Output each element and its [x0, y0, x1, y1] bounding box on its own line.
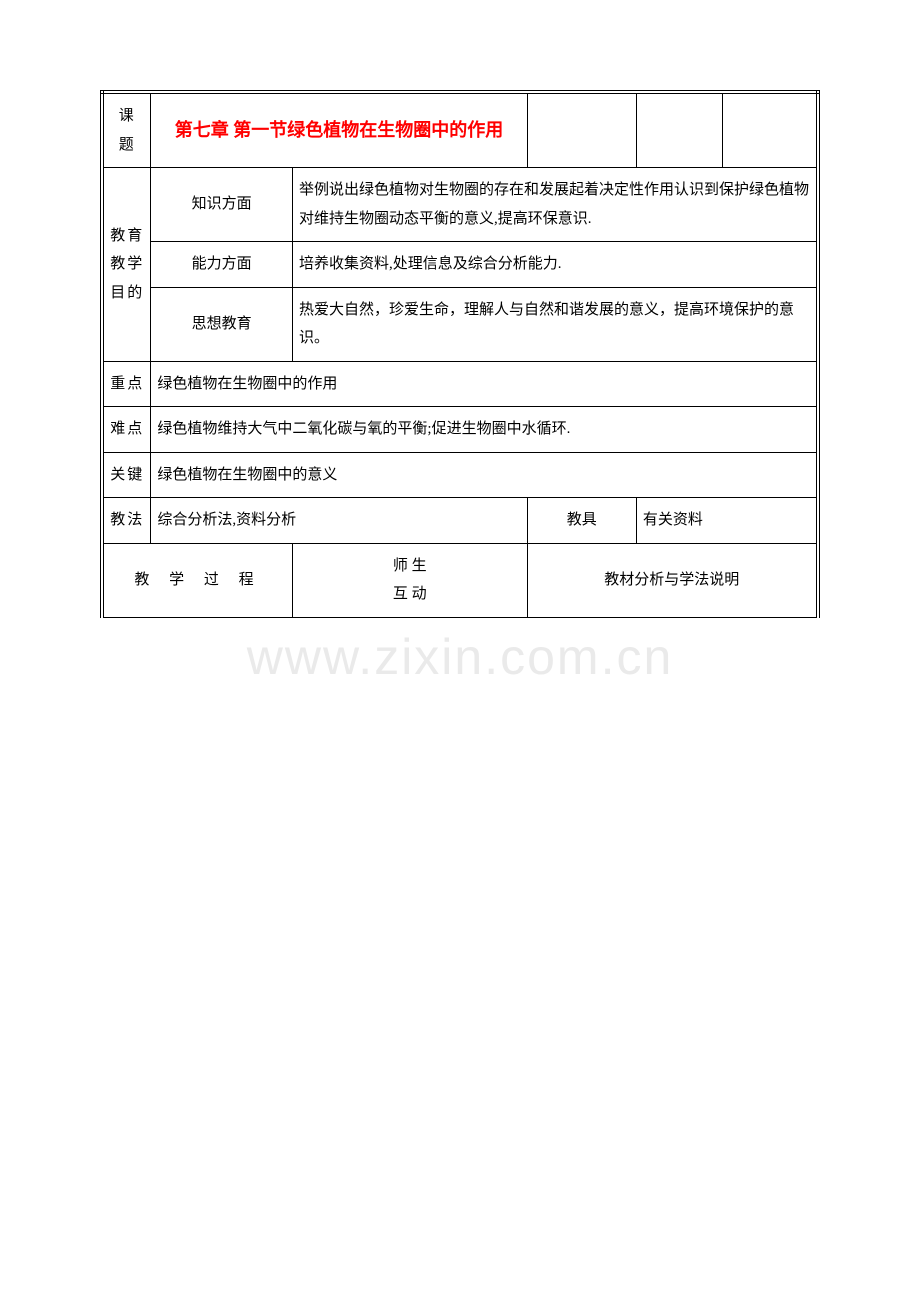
key-content: 绿色植物在生物圈中的意义: [151, 452, 818, 498]
ability-content: 培养收集资料,处理信息及综合分析能力.: [292, 242, 818, 288]
keypoint-content: 绿色植物在生物圈中的作用: [151, 361, 818, 407]
difficulty-row: 难点 绿色植物维持大气中二氧化碳与氧的平衡;促进生物圈中水循环.: [102, 407, 818, 453]
process-label: 教 学 过 程: [102, 543, 292, 617]
ability-row: 能力方面 培养收集资料,处理信息及综合分析能力.: [102, 242, 818, 288]
watermark-text: www.zixin.com.cn: [247, 628, 674, 686]
keypoint-label: 重点: [102, 361, 151, 407]
edu-goal-label: 教育教学目的: [102, 168, 151, 362]
empty-cell-2: [636, 92, 722, 168]
thought-label: 思想教育: [151, 287, 293, 361]
topic-label: 课 题: [102, 92, 151, 168]
method-content: 综合分析法,资料分析: [151, 498, 527, 544]
key-row: 关键 绿色植物在生物圈中的意义: [102, 452, 818, 498]
lesson-plan-table: 课 题 第七章 第一节绿色植物在生物圈中的作用 教育教学目的 知识方面 举例说出…: [100, 90, 820, 618]
difficulty-content: 绿色植物维持大气中二氧化碳与氧的平衡;促进生物圈中水循环.: [151, 407, 818, 453]
empty-cell-1: [527, 92, 636, 168]
lesson-title: 第七章 第一节绿色植物在生物圈中的作用: [151, 92, 527, 168]
key-label: 关键: [102, 452, 151, 498]
thought-content: 热爱大自然，珍爱生命，理解人与自然和谐发展的意义，提高环境保护的意识。: [292, 287, 818, 361]
ability-label: 能力方面: [151, 242, 293, 288]
method-label: 教法: [102, 498, 151, 544]
lesson-plan-table-container: 课 题 第七章 第一节绿色植物在生物圈中的作用 教育教学目的 知识方面 举例说出…: [100, 90, 820, 618]
analysis-label: 教材分析与学法说明: [527, 543, 818, 617]
knowledge-row: 教育教学目的 知识方面 举例说出绿色植物对生物圈的存在和发展起着决定性作用认识到…: [102, 168, 818, 242]
tool-content: 有关资料: [636, 498, 818, 544]
knowledge-content: 举例说出绿色植物对生物圈的存在和发展起着决定性作用认识到保护绿色植物对维持生物圈…: [292, 168, 818, 242]
difficulty-label: 难点: [102, 407, 151, 453]
thought-row: 思想教育 热爱大自然，珍爱生命，理解人与自然和谐发展的意义，提高环境保护的意识。: [102, 287, 818, 361]
title-row: 课 题 第七章 第一节绿色植物在生物圈中的作用: [102, 92, 818, 168]
empty-cell-3: [722, 92, 818, 168]
keypoint-row: 重点 绿色植物在生物圈中的作用: [102, 361, 818, 407]
interaction-label: 师 生互 动: [292, 543, 527, 617]
process-row: 教 学 过 程 师 生互 动 教材分析与学法说明: [102, 543, 818, 617]
method-row: 教法 综合分析法,资料分析 教具 有关资料: [102, 498, 818, 544]
tool-label: 教具: [527, 498, 636, 544]
knowledge-label: 知识方面: [151, 168, 293, 242]
